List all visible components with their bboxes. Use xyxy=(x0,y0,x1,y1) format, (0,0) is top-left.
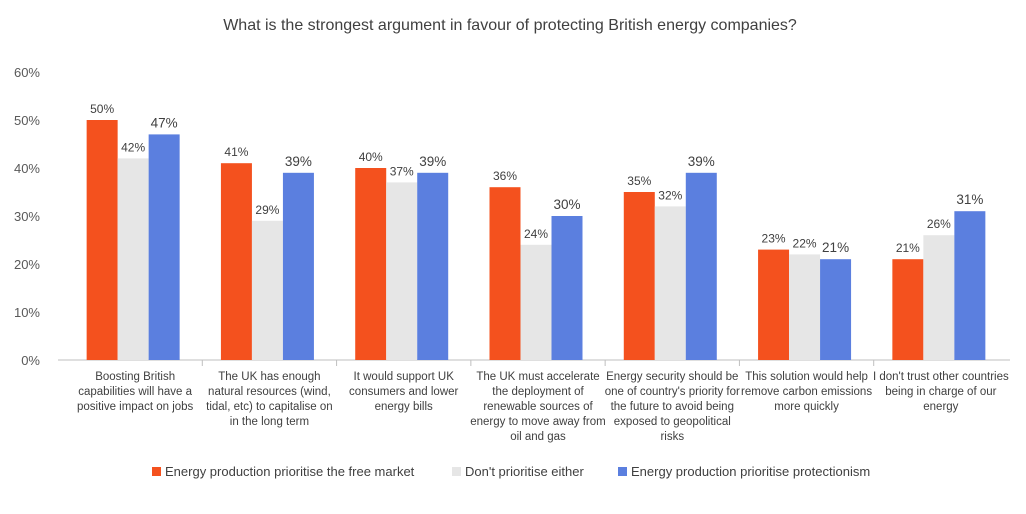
y-tick-label: 40% xyxy=(14,161,40,176)
chart-title: What is the strongest argument in favour… xyxy=(223,17,797,34)
category-label: consumers and lower xyxy=(349,386,458,398)
data-label: 29% xyxy=(255,203,279,217)
category-label: energy bills xyxy=(375,401,433,413)
legend-label: Don't prioritise either xyxy=(465,464,584,479)
bar xyxy=(386,182,418,360)
category-label: being in charge of our xyxy=(885,386,996,398)
category-label: one of country's priority for xyxy=(605,386,740,398)
data-label: 22% xyxy=(793,236,817,250)
bar xyxy=(892,259,924,360)
category-label: The UK must accelerate xyxy=(476,371,599,383)
bar xyxy=(117,158,149,360)
bar xyxy=(820,259,852,360)
bar xyxy=(520,244,552,360)
category-label: natural resources (wind, xyxy=(208,386,331,398)
legend-label: Energy production prioritise the free ma… xyxy=(165,464,415,479)
category-label: the future to avoid being xyxy=(611,401,734,413)
data-label: 24% xyxy=(524,227,548,241)
category-label: in the long term xyxy=(230,416,309,428)
y-tick-label: 60% xyxy=(14,65,40,80)
y-axis: 0% 10% 20% 30% 40% 50% 60% xyxy=(14,65,40,368)
legend-swatch xyxy=(152,467,161,476)
bar xyxy=(923,235,955,360)
category-label: the deployment of xyxy=(492,386,584,398)
category-label: exposed to geopolitical xyxy=(614,416,731,428)
data-label: 40% xyxy=(359,150,383,164)
category-label: renewable sources of xyxy=(483,401,593,413)
bar xyxy=(789,254,821,360)
bar xyxy=(758,249,790,360)
y-tick-label: 10% xyxy=(14,305,40,320)
data-label: 42% xyxy=(121,140,145,154)
category-label: more quickly xyxy=(774,401,839,413)
data-label: 32% xyxy=(658,188,682,202)
legend: Energy production prioritise the free ma… xyxy=(152,464,870,479)
category-label: positive impact on jobs xyxy=(77,401,194,413)
category-label: capabilities will have a xyxy=(78,386,192,398)
data-label: 36% xyxy=(493,169,517,183)
bar xyxy=(623,192,655,360)
bar xyxy=(417,172,449,360)
category-label: oil and gas xyxy=(510,431,566,443)
data-label: 35% xyxy=(627,174,651,188)
category-label: I don't trust other countries xyxy=(873,371,1009,383)
data-label: 41% xyxy=(224,145,248,159)
y-tick-label: 50% xyxy=(14,113,40,128)
legend-label: Energy production prioritise protectioni… xyxy=(631,464,870,479)
category-label: The UK has enough xyxy=(218,371,320,383)
category-label: tidal, etc) to capitalise on xyxy=(206,401,333,413)
bar xyxy=(954,211,986,360)
bar xyxy=(282,172,314,360)
bar xyxy=(148,134,180,360)
data-label: 23% xyxy=(762,232,786,246)
data-label: 21% xyxy=(896,241,920,255)
bars xyxy=(86,120,986,360)
data-label: 39% xyxy=(285,154,312,169)
data-label: 50% xyxy=(90,102,114,116)
bar xyxy=(654,206,686,360)
legend-swatch xyxy=(618,467,627,476)
data-label: 30% xyxy=(553,197,580,212)
legend-swatch xyxy=(452,467,461,476)
y-tick-label: 20% xyxy=(14,257,40,272)
bar xyxy=(220,163,252,360)
category-label: This solution would help xyxy=(745,371,868,383)
data-label: 37% xyxy=(390,164,414,178)
category-label: It would support UK xyxy=(354,371,455,383)
bar xyxy=(551,216,583,360)
data-label: 21% xyxy=(822,240,849,255)
data-label: 39% xyxy=(419,154,446,169)
category-label: risks xyxy=(660,431,684,443)
y-tick-label: 30% xyxy=(14,209,40,224)
bar xyxy=(685,172,717,360)
y-tick-label: 0% xyxy=(21,353,40,368)
category-label: energy xyxy=(923,401,958,413)
bar xyxy=(251,220,283,360)
category-labels: Boosting British capabilities will have a… xyxy=(77,360,1009,443)
data-label: 26% xyxy=(927,217,951,231)
category-label: Energy security should be xyxy=(606,371,738,383)
data-label: 31% xyxy=(956,192,983,207)
category-label: energy to move away from xyxy=(470,416,606,428)
bar xyxy=(489,187,521,360)
data-labels: 50% 41% 40% 36% 35% 23% 21% 42% 29% 37% 24% 32% 22% 2… xyxy=(90,102,983,255)
category-label: Boosting British xyxy=(95,371,175,383)
data-label: 47% xyxy=(151,115,178,130)
bar xyxy=(86,120,118,360)
bar xyxy=(355,168,387,360)
data-label: 39% xyxy=(688,154,715,169)
category-label: remove carbon emissions xyxy=(741,386,872,398)
